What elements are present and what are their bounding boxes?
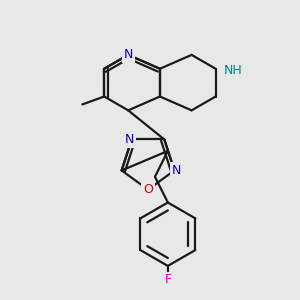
Text: N: N bbox=[172, 164, 181, 177]
Text: O: O bbox=[143, 183, 153, 196]
Text: F: F bbox=[164, 273, 171, 286]
Text: N: N bbox=[125, 133, 134, 146]
Text: N: N bbox=[124, 48, 133, 62]
Text: NH: NH bbox=[224, 64, 242, 77]
